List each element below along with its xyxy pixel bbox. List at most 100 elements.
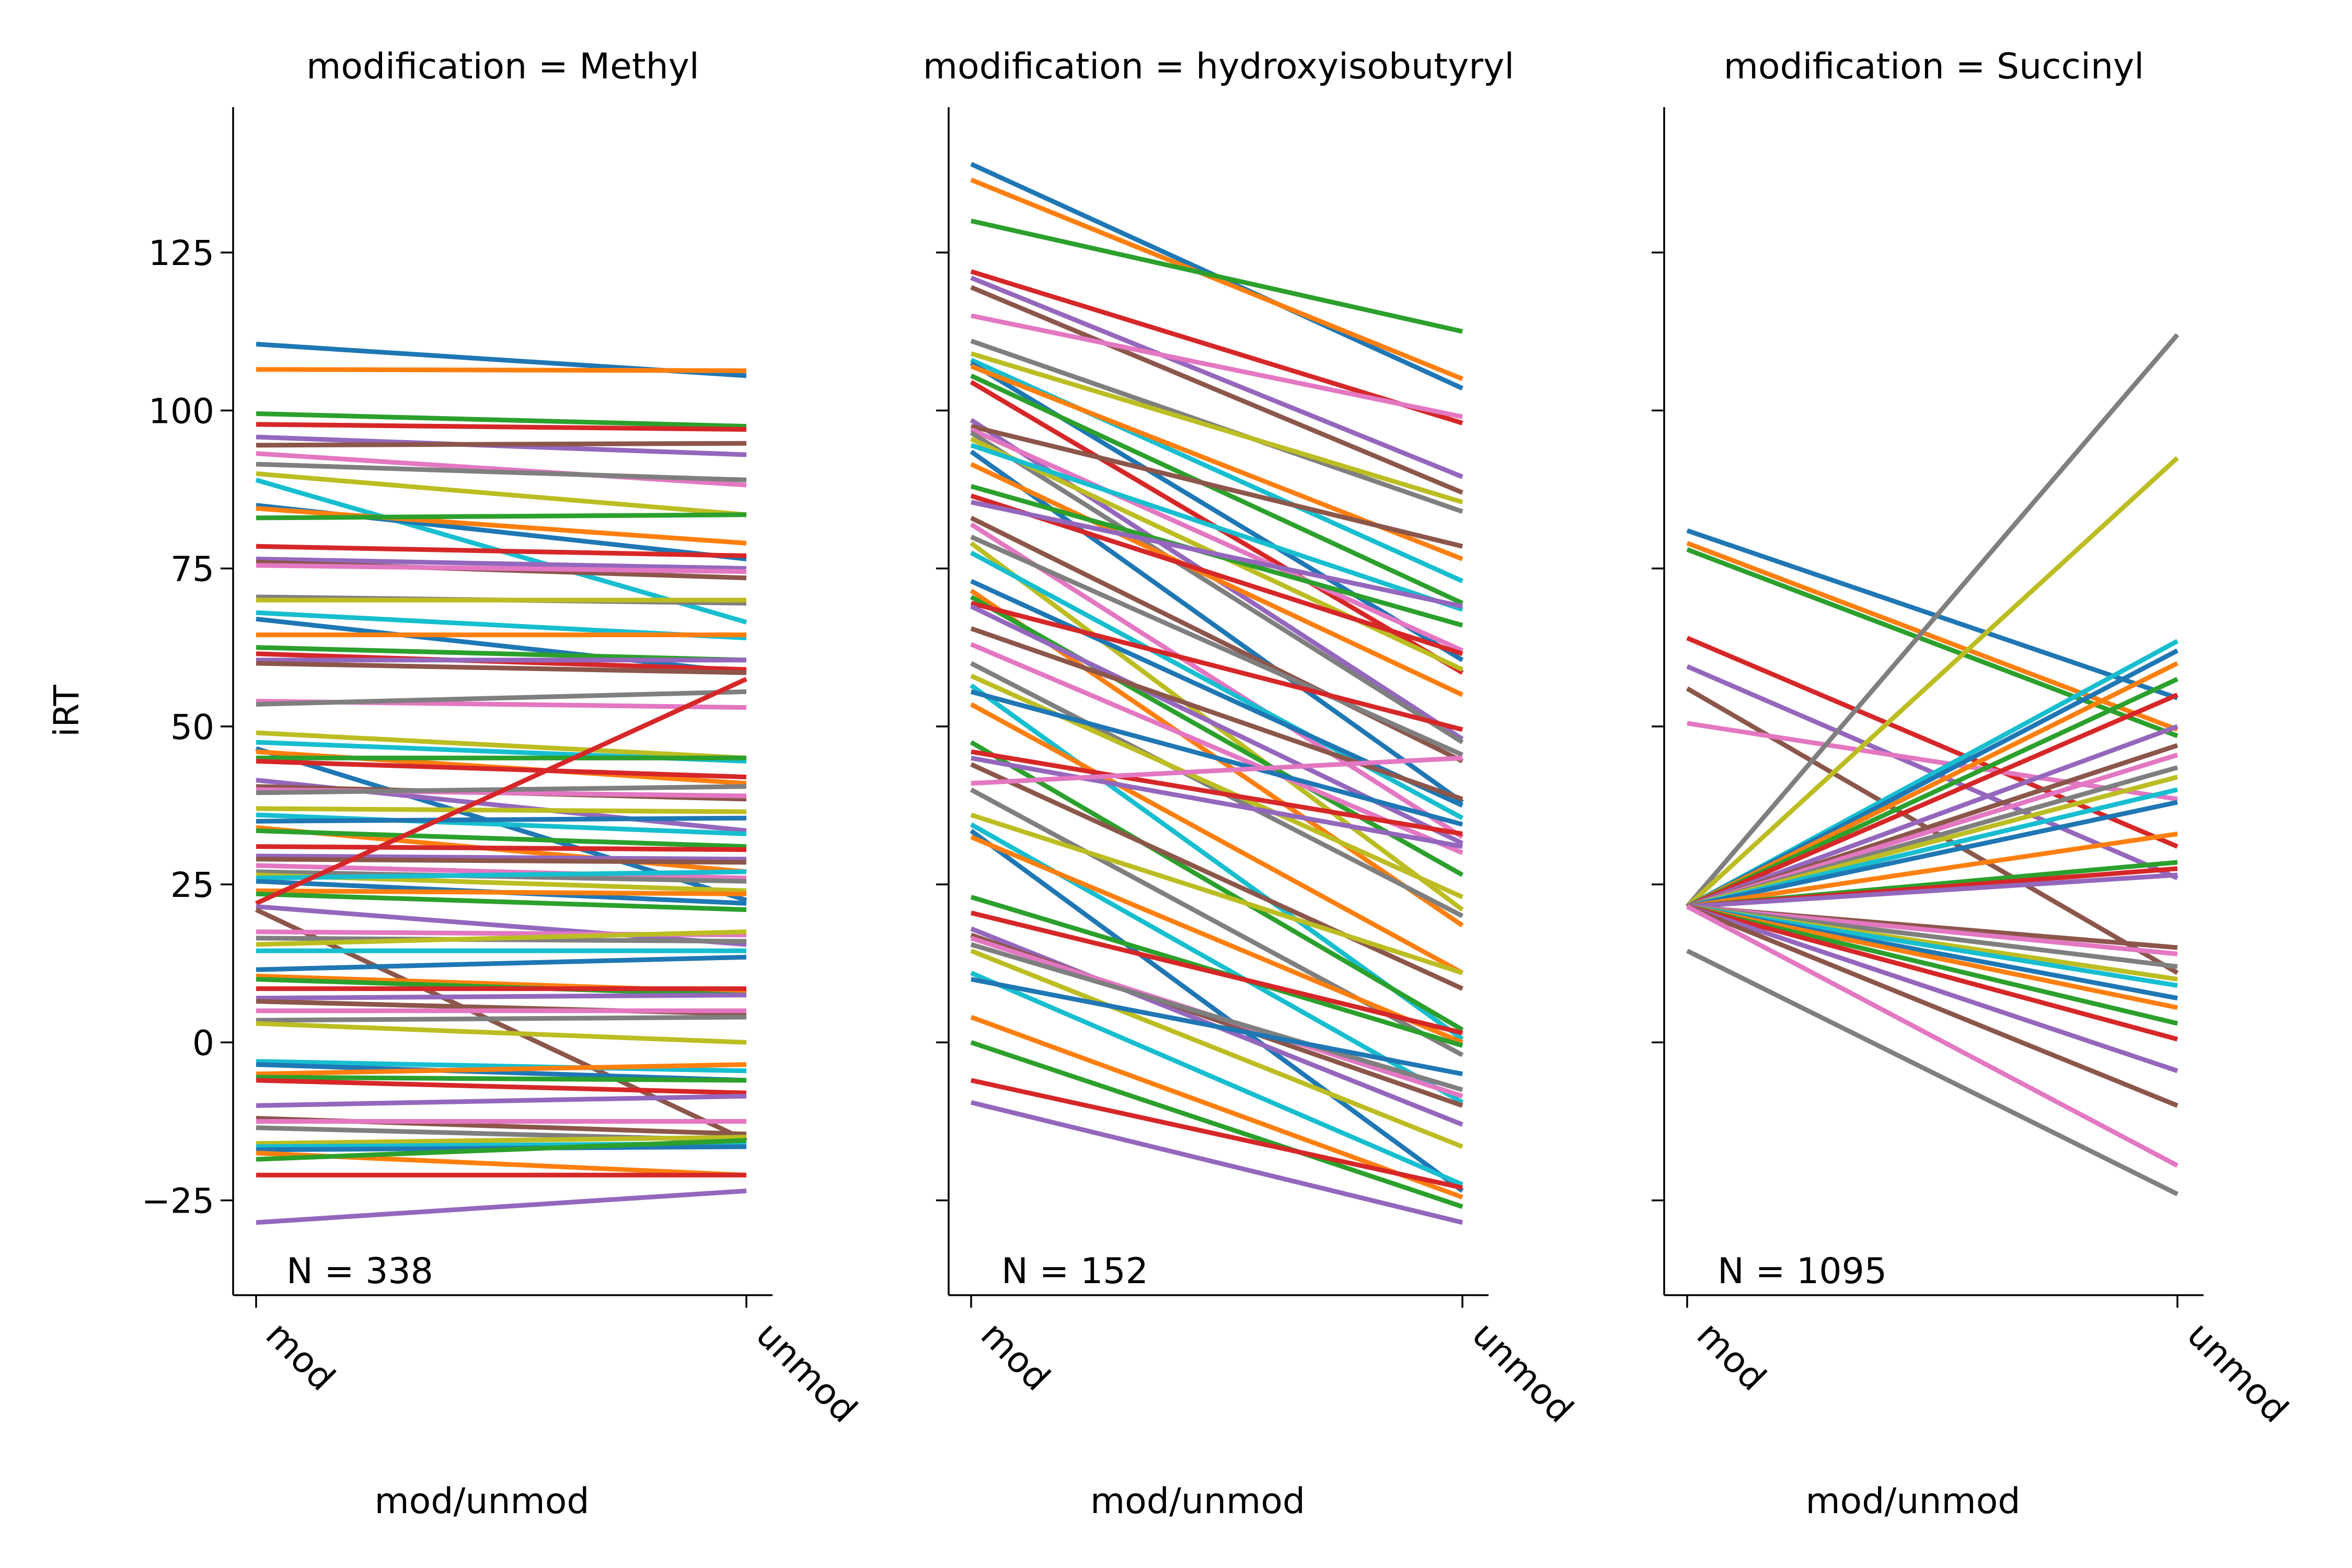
pair-line — [970, 971, 1463, 1187]
pair-line — [970, 424, 1463, 549]
x-tick-label-unmod: unmod — [2179, 1314, 2296, 1431]
pair-line — [256, 857, 747, 865]
pair-line — [970, 835, 1463, 1045]
pair-line — [970, 427, 1463, 653]
pair-line — [256, 422, 747, 432]
pair-line — [970, 948, 1463, 1149]
pair-line — [970, 702, 1464, 975]
pair-line — [970, 1014, 1463, 1200]
pair-line — [1686, 693, 2178, 909]
x-axis-label: mod/unmod — [1090, 1481, 1305, 1522]
pair-line — [256, 1021, 747, 1045]
y-tick-label: 50 — [170, 707, 214, 747]
pair-line — [256, 806, 747, 814]
pair-lines — [1685, 333, 2180, 1196]
x-tick-label-unmod: unmod — [748, 1314, 865, 1431]
x-tick-label-mod: mod — [973, 1314, 1058, 1399]
pair-line — [970, 601, 1463, 732]
pair-line — [1686, 677, 2178, 909]
panel-title: modification = Methyl — [306, 46, 699, 87]
pair-line — [971, 755, 1463, 849]
y-tick-label: 0 — [192, 1023, 214, 1063]
pair-line — [1687, 800, 2178, 909]
panel-title: modification = hydroxyisobutyryl — [923, 46, 1514, 87]
pair-line — [970, 351, 1463, 505]
pair-line — [970, 762, 1463, 991]
pair-line — [970, 689, 1463, 827]
pair-line — [256, 891, 747, 912]
pair-line — [256, 730, 747, 760]
pair-line — [256, 815, 747, 824]
pair-line — [1686, 528, 2178, 700]
x-tick-label-mod: mod — [1689, 1314, 1774, 1399]
pair-line — [256, 904, 747, 947]
x-axis-label: mod/unmod — [374, 1481, 589, 1522]
pair-line — [971, 313, 1463, 419]
axes: −25 0 25 50 75 100 125 — [142, 107, 773, 1308]
pair-line — [256, 812, 747, 836]
pair-line — [970, 1040, 1463, 1209]
panel-succinyl: modification = Succinyl N = 1095 mod unm… — [1652, 46, 2296, 1522]
pair-line — [971, 977, 1463, 1077]
axes — [1652, 107, 2204, 1308]
pair-line — [256, 844, 747, 852]
pair-line — [256, 661, 747, 675]
pair-line — [256, 1189, 747, 1225]
pair-line — [970, 661, 1464, 918]
pair-line — [256, 367, 747, 373]
pair-line — [970, 522, 1464, 839]
pair-line — [1686, 949, 2179, 1196]
pair-line — [256, 411, 747, 429]
pair-line — [256, 462, 747, 482]
pair-line — [970, 910, 1463, 1035]
pair-lines — [255, 341, 747, 1225]
sample-count-label: N = 152 — [1001, 1251, 1148, 1292]
pair-line — [970, 534, 1463, 757]
pair-line — [255, 677, 747, 906]
pair-line — [256, 441, 747, 448]
pair-line — [970, 373, 1463, 606]
panel-title: modification = Succinyl — [1724, 46, 2144, 87]
pair-line — [256, 869, 747, 881]
pair-line — [970, 493, 1463, 656]
pair-line — [256, 563, 747, 574]
pair-line — [1686, 904, 2178, 1026]
pair-line — [256, 888, 747, 896]
pair-line — [256, 1078, 747, 1096]
pair-line — [256, 854, 747, 862]
sample-count-label: N = 338 — [286, 1251, 433, 1292]
pair-line — [970, 626, 1463, 802]
pair-line — [1686, 904, 2178, 1042]
pair-line — [970, 285, 1463, 495]
pair-line — [1686, 724, 2178, 909]
pair-line — [970, 177, 1463, 382]
pair-line — [256, 1138, 747, 1162]
pair-line — [1686, 636, 2178, 849]
pair-line — [971, 500, 1463, 609]
sample-count-label: N = 1095 — [1717, 1251, 1887, 1292]
pair-line — [256, 1135, 747, 1146]
pair-line — [1686, 904, 2178, 1108]
pair-line — [970, 462, 1463, 697]
pair-line — [256, 1062, 747, 1077]
pair-line — [256, 758, 747, 780]
pair-line — [971, 218, 1463, 334]
pair-line — [970, 550, 1464, 821]
pair-line — [970, 275, 1463, 479]
pair-line — [256, 993, 747, 1001]
pair-line — [971, 1078, 1463, 1190]
y-tick-label: 125 — [148, 233, 214, 273]
pair-line — [1687, 904, 2178, 1010]
pair-line — [970, 430, 1464, 744]
pair-line — [1687, 721, 2178, 802]
axes — [936, 107, 1489, 1308]
pair-line — [256, 828, 747, 849]
pair-line — [1686, 904, 2179, 1168]
pair-line — [1686, 904, 2178, 1074]
pair-line — [256, 616, 747, 675]
pair-line — [256, 1059, 747, 1074]
panel-hydroxyisobutyryl: modification = hydroxyisobutyryl N = 152… — [923, 46, 1581, 1522]
pair-line — [256, 929, 747, 947]
pair-line — [256, 451, 747, 488]
